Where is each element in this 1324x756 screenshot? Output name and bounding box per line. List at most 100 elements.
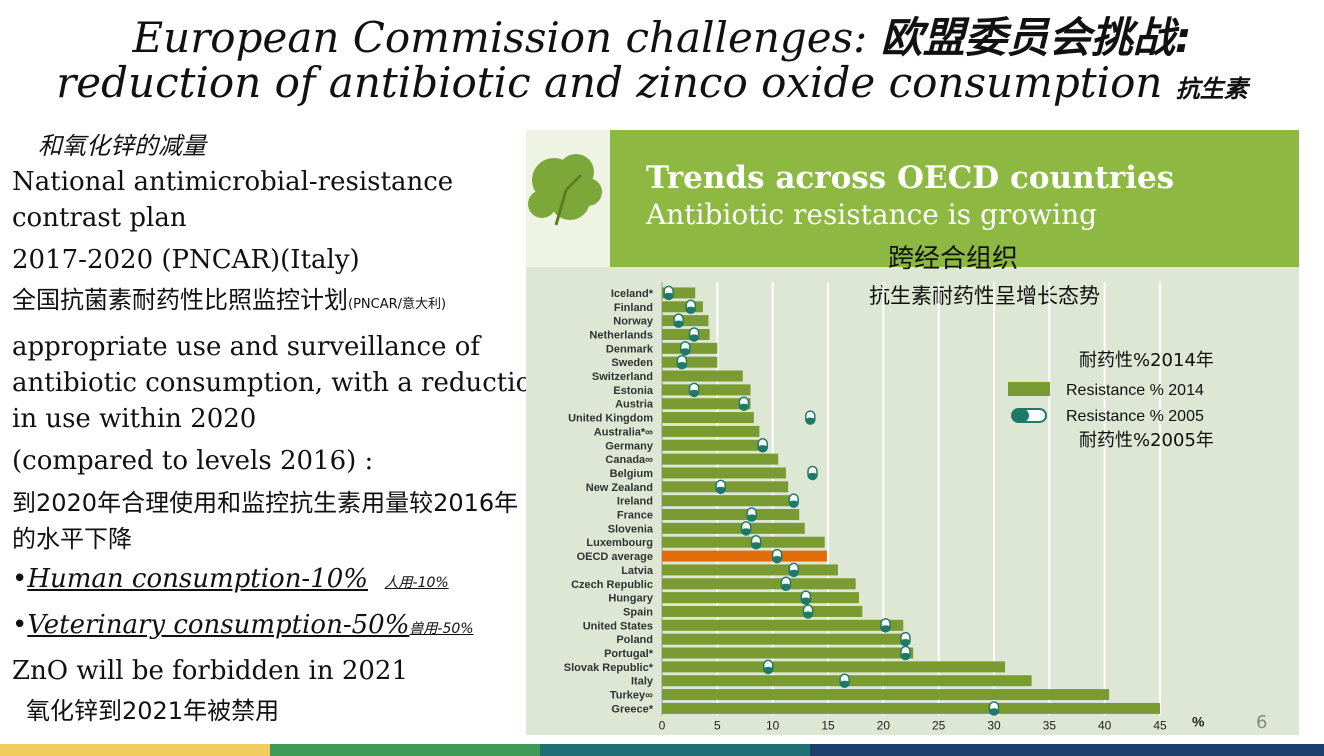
marker-2005-fill	[772, 556, 782, 563]
category-label: United States	[583, 620, 653, 632]
page-number: 6	[1256, 712, 1268, 733]
category-label: Slovak Republic*	[564, 662, 654, 674]
bar	[662, 619, 904, 631]
marker-2005-fill	[677, 362, 687, 369]
bar	[662, 315, 709, 327]
marker-2005-fill	[674, 320, 684, 328]
bar	[662, 536, 825, 548]
bullet-human: •Human consumption-10% 人用-10%	[12, 564, 449, 594]
category-label: New Zealand	[586, 482, 653, 494]
marker-2005-fill	[689, 334, 699, 341]
bar	[662, 522, 805, 534]
bar	[662, 564, 838, 576]
chart-title: Trends across OECD countries	[646, 160, 1175, 196]
bar-segment-navy	[810, 744, 1324, 756]
bar-segment-teal	[540, 744, 810, 756]
category-label: Italy	[631, 676, 654, 688]
marker-2005-fill	[805, 417, 815, 425]
category-label: Belgium	[610, 468, 654, 480]
comparison-text: (compared to levels 2016) :	[12, 446, 374, 476]
marker-2005-fill	[664, 292, 674, 300]
bullet-human-text: Human consumption-10%	[27, 564, 369, 594]
category-label: Latvia	[621, 565, 654, 577]
bar	[662, 578, 856, 590]
marker-2005-fill	[751, 542, 761, 549]
goal-text: appropriate use and surveillance of anti…	[12, 332, 548, 434]
legend-label-2014: Resistance % 2014	[1066, 382, 1204, 399]
x-tick-label: 20	[877, 718, 891, 732]
marker-2005-fill	[781, 583, 791, 591]
category-label: Canada∞	[605, 454, 653, 466]
category-label: Iceland*	[611, 288, 654, 300]
bar	[662, 689, 1110, 701]
bar	[662, 702, 1160, 714]
x-tick-label: 10	[766, 718, 780, 732]
marker-2005-fill	[900, 639, 910, 646]
bar	[662, 287, 696, 299]
bullet-vet-text: Veterinary consumption-50%	[27, 610, 410, 640]
x-tick-label: 40	[1098, 718, 1112, 732]
x-tick-label: 30	[987, 718, 1001, 732]
marker-2005-fill	[789, 569, 799, 577]
x-tick-label: 15	[821, 718, 835, 732]
category-label: Spain	[623, 606, 653, 618]
category-label: United Kingdom	[568, 413, 653, 425]
left-text-panel: 和氧化锌的减量 National antimicrobial-resistanc…	[12, 128, 562, 729]
marker-2005-fill	[716, 486, 726, 494]
marker-2005-fill	[758, 445, 768, 452]
bar	[662, 661, 1006, 673]
marker-2005-fill	[881, 625, 891, 632]
category-label: Portugal*	[604, 648, 654, 660]
category-label: Luxembourg	[586, 537, 653, 549]
title-line2-en: reduction of antibiotic and zinco oxide …	[56, 58, 1163, 107]
marker-2005-fill	[680, 348, 690, 355]
bar-segment-green	[270, 744, 540, 756]
bar	[662, 605, 863, 617]
bar	[662, 370, 743, 382]
title-line1-en: European Commission challenges:	[132, 13, 868, 62]
zno-ban: ZnO will be forbidden in 2021	[12, 656, 408, 686]
bar	[662, 495, 795, 507]
plan-name: National antimicrobial-resistance contra…	[12, 167, 454, 233]
bar	[662, 467, 786, 479]
bar	[662, 328, 710, 340]
category-label: Australia*∞	[594, 426, 653, 438]
bar	[662, 301, 703, 313]
marker-2005-fill	[808, 472, 818, 480]
category-label: OECD average	[577, 551, 653, 563]
bar	[662, 384, 751, 396]
marker-2005-fill	[989, 708, 999, 715]
marker-2005-fill	[900, 653, 910, 660]
bar	[662, 356, 718, 368]
category-label: Austria	[615, 399, 654, 411]
marker-2005-fill	[801, 597, 811, 605]
bar	[662, 550, 827, 562]
legend-swatch-2005-fill	[1012, 409, 1029, 422]
slide-title-line1: European Commission challenges: 欧盟委员会挑战:	[0, 4, 1324, 65]
marker-2005-fill	[803, 611, 813, 618]
chart-banner: Trends across OECD countries Antibiotic …	[526, 130, 1299, 267]
legend-zh-2014: 耐药性%2014年	[1079, 350, 1214, 371]
chart-title-zh: 跨经合组织	[888, 244, 1019, 274]
category-label: Germany	[605, 440, 654, 452]
marker-2005-fill	[789, 500, 799, 508]
x-tick-label: 45	[1153, 718, 1167, 732]
category-label: Czech Republic	[571, 579, 653, 591]
category-label: Estonia	[613, 385, 654, 397]
marker-2005-fill	[739, 403, 749, 411]
bar-segment-yellow	[0, 744, 270, 756]
category-label: Netherlands	[589, 329, 653, 341]
title-line2-zh: 抗生素	[1175, 75, 1248, 103]
category-label: France	[617, 510, 653, 522]
leaf-decoration	[526, 130, 610, 267]
plan-zh-text: 全国抗菌素耐药性比照监控计划	[12, 286, 348, 314]
zno-ban-zh: 氧化锌到2021年被禁用	[26, 697, 280, 725]
category-label: Poland	[616, 634, 653, 646]
bar	[662, 398, 751, 410]
category-label: Slovenia	[608, 523, 654, 535]
legend-swatch-2014	[1008, 382, 1050, 396]
plan-zh: 全国抗菌素耐药性比照监控计划(PNCAR/意大利)	[12, 282, 562, 323]
marker-2005-fill	[747, 514, 757, 522]
bar	[662, 439, 763, 451]
bottom-color-bar	[0, 744, 1324, 756]
